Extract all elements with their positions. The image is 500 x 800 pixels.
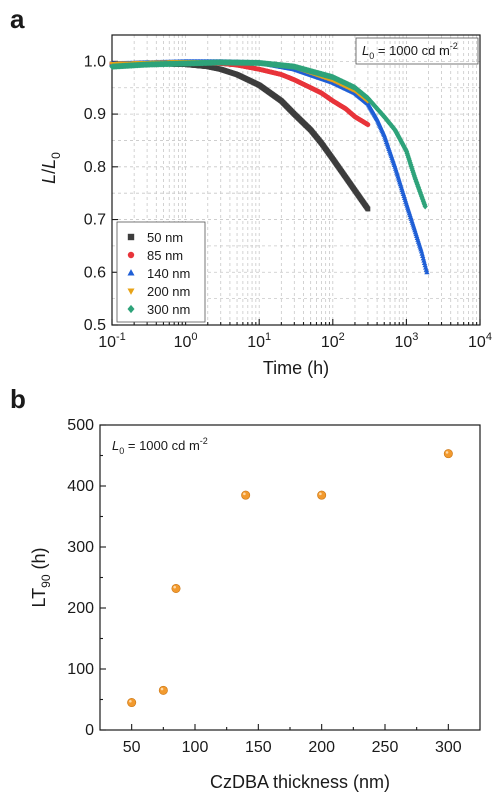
y-tick-label: 0.6 — [84, 264, 106, 281]
data-point — [158, 685, 168, 695]
x-tick-label: 200 — [308, 739, 335, 756]
x-tick-label: 100 — [174, 331, 198, 351]
y-tick-label: 0 — [85, 722, 94, 739]
x-tick-label: 103 — [394, 331, 418, 351]
data-point — [419, 250, 425, 256]
data-point-highlight — [173, 585, 176, 589]
y-axis-title-b: LT90 (h) — [29, 547, 53, 607]
data-point — [443, 449, 453, 459]
x-tick-label: 50 — [123, 739, 141, 756]
data-point — [421, 257, 427, 263]
data-point — [421, 260, 428, 265]
data-point-highlight — [160, 687, 164, 691]
y-tick-label: 300 — [67, 539, 94, 556]
legend-marker — [127, 288, 135, 295]
x-tick-label: 10-1 — [98, 331, 126, 351]
series-85-nm — [109, 60, 371, 128]
y-tick-label: 500 — [67, 417, 94, 434]
data-point — [423, 264, 429, 270]
data-point-highlight — [319, 492, 322, 496]
plot-frame-b — [99, 424, 481, 731]
data-point — [365, 122, 371, 128]
data-point — [365, 206, 371, 212]
legend-marker — [127, 304, 135, 314]
data-point — [423, 267, 429, 272]
y-tick-label: 0.7 — [84, 212, 106, 229]
annotation-box-a — [355, 37, 479, 65]
y-tick-label: 0.9 — [84, 106, 106, 123]
legend-a: 50 nm 85 nm 140 nm 200 nm 300 nm — [116, 221, 206, 323]
plot-frame-a — [111, 34, 481, 326]
x-tick-label: 150 — [245, 739, 272, 756]
data-point — [317, 490, 327, 500]
data-point — [418, 248, 425, 254]
data-point — [422, 262, 428, 268]
legend-label: 300 nm — [147, 302, 190, 317]
data-point — [420, 253, 426, 259]
y-tick-label: 200 — [67, 600, 94, 617]
x-axis-title-a: Time (h) — [263, 358, 329, 378]
x-tick-label: 102 — [321, 331, 345, 351]
annotation-b: L0 = 1000 cd m-2 — [112, 436, 208, 456]
x-axis-title-b: CzDBA thickness (nm) — [210, 772, 390, 792]
legend-marker — [127, 251, 135, 259]
y-tick-label: 100 — [67, 661, 94, 678]
legend-marker — [127, 269, 135, 276]
data-point — [424, 269, 430, 275]
x-tick-label: 101 — [247, 331, 271, 351]
panel-letter-a: a — [10, 4, 25, 34]
y-tick-label: 1.0 — [84, 53, 106, 70]
data-point — [420, 255, 426, 261]
data-point-highlight — [129, 699, 132, 703]
x-tick-label: 100 — [182, 739, 209, 756]
legend-label: 85 nm — [147, 248, 183, 263]
x-tick-label: 250 — [372, 739, 399, 756]
x-tick-label: 300 — [435, 739, 462, 756]
x-tick-label: 104 — [468, 331, 492, 351]
series-lt90 — [127, 449, 453, 708]
data-point — [127, 698, 137, 708]
chart-b: b 50 100 150 200 250 300 0 100 200 300 400 500 CzDBA … — [10, 384, 481, 792]
y-tick-label: 0.5 — [84, 317, 106, 334]
data-point — [241, 490, 251, 500]
data-point — [171, 583, 181, 593]
legend-label: 140 nm — [147, 266, 190, 281]
legend-label: 200 nm — [147, 284, 190, 299]
data-point-highlight — [243, 492, 246, 496]
data-point — [422, 203, 428, 210]
y-tick-label: 0.8 — [84, 159, 106, 176]
legend-label: 50 nm — [147, 230, 183, 245]
panel-letter-b: b — [10, 384, 26, 414]
annotation-a: L0 = 1000 cd m-2 — [362, 41, 458, 61]
series-300-nm — [109, 59, 428, 210]
chart-a: a 10-1 100 101 102 103 104 0.5 0.6 0.7 0.8 0.9 1.0 Ti… — [10, 4, 492, 378]
y-tick-label: 400 — [67, 478, 94, 495]
y-axis-title-a: L/L0 — [39, 152, 63, 184]
data-point-highlight — [445, 451, 449, 454]
legend-marker — [127, 233, 135, 241]
